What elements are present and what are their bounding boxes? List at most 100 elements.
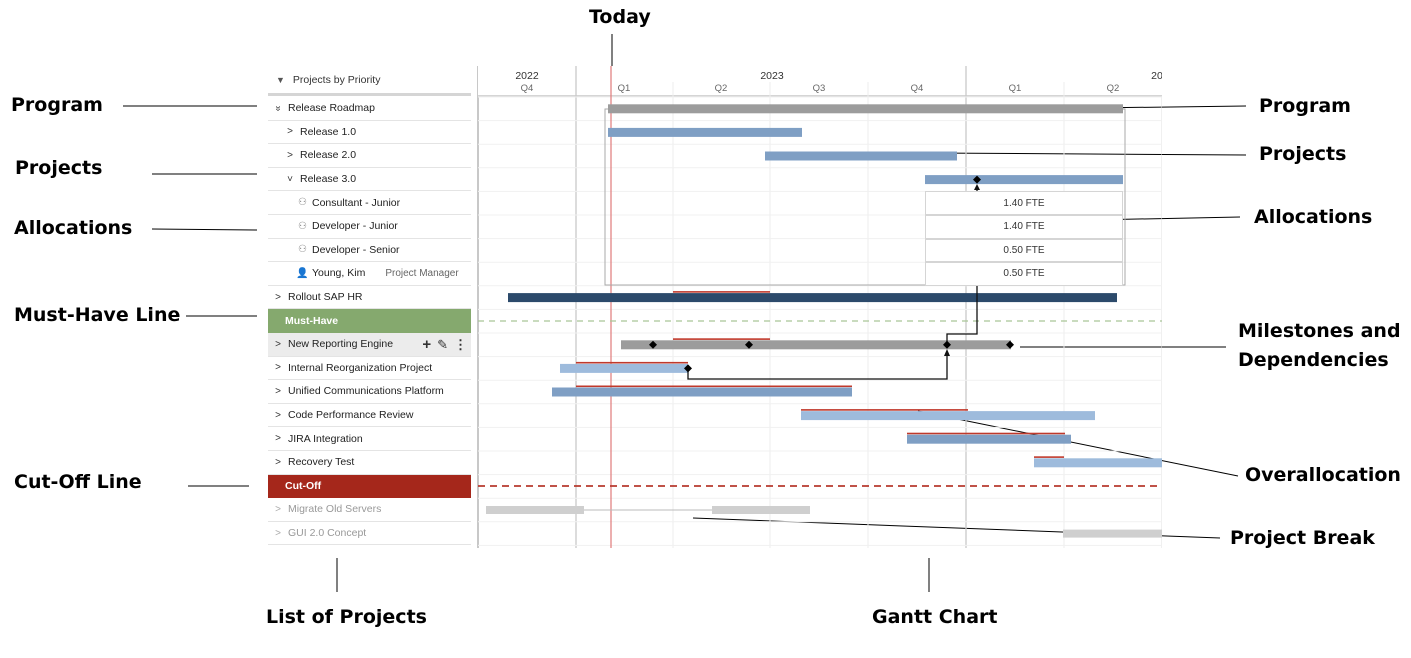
- list-item[interactable]: > Release 1.0: [268, 121, 471, 145]
- chevron-right-icon[interactable]: >: [275, 503, 281, 515]
- kebab-menu-icon[interactable]: ⋮: [454, 336, 467, 352]
- list-item-label: Recovery Test: [288, 456, 355, 469]
- must-have-row[interactable]: Must-Have: [268, 309, 471, 333]
- list-item[interactable]: > GUI 2.0 Concept: [268, 522, 471, 546]
- annotation-milestones-line2: Dependencies: [1238, 349, 1389, 371]
- overallocation-marker: [1034, 456, 1064, 458]
- annotation-cut-off-line: Cut-Off Line: [14, 471, 142, 493]
- list-item-label: Rollout SAP HR: [288, 291, 363, 304]
- project-list-header[interactable]: ▼ Projects by Priority: [268, 66, 471, 96]
- list-item-label: JIRA Integration: [288, 432, 363, 445]
- list-item[interactable]: ⚇ Developer - Senior: [268, 239, 471, 263]
- list-item-label: Release 2.0: [300, 149, 357, 162]
- quarter-label: Q2: [1107, 83, 1120, 94]
- annotation-projects-right: Projects: [1259, 143, 1347, 165]
- planning-panel: ▼ Projects by Priority » Release Roadmap >…: [268, 66, 1162, 548]
- quarter-label: Q4: [521, 83, 534, 94]
- project-bar-release-1: [608, 127, 802, 137]
- list-item[interactable]: > New Reporting Engine + ✎ ⋮: [268, 333, 471, 357]
- list-item[interactable]: ˅ Release 3.0: [268, 168, 471, 192]
- allocation-value[interactable]: 1.40 FTE: [925, 191, 1123, 215]
- double-chevron-down-icon[interactable]: »: [272, 105, 284, 112]
- diamond-icon: [1006, 340, 1014, 349]
- dependency-line: [946, 285, 978, 345]
- list-item-label: Must-Have: [285, 315, 339, 328]
- dependency-arrow: [944, 349, 950, 356]
- allocation-value[interactable]: 0.50 FTE: [925, 238, 1123, 263]
- quarter-label: Q3: [813, 83, 826, 94]
- project-bar-new-reporting-engine: [621, 340, 1011, 350]
- project-bar-code-performance-review: [801, 411, 1095, 421]
- list-item-label: Unified Communications Platform: [288, 385, 444, 398]
- triangle-down-icon[interactable]: ▼: [276, 74, 285, 85]
- leader-allocations-left: [151, 228, 258, 231]
- list-item[interactable]: ⚇ Consultant - Junior: [268, 191, 471, 215]
- chevron-right-icon[interactable]: >: [275, 291, 281, 303]
- overallocation-marker: [673, 338, 770, 340]
- list-item-label: Release Roadmap: [288, 102, 375, 115]
- annotation-today: Today: [589, 6, 651, 28]
- list-item-label: Release 1.0: [300, 125, 357, 138]
- allocation-value[interactable]: 1.40 FTE: [925, 215, 1123, 239]
- program-bar-release-roadmap: [608, 104, 1123, 114]
- list-item[interactable]: > Recovery Test: [268, 451, 471, 475]
- quarter-label: Q1: [1009, 83, 1022, 94]
- allocation-value[interactable]: 0.50 FTE: [925, 262, 1123, 286]
- list-item[interactable]: 👤 Young, Kim Project Manager: [268, 262, 471, 286]
- plus-icon[interactable]: +: [422, 336, 432, 353]
- gantt-svg: 2022 2023 20 Q4 Q1 Q2 Q3 Q4 Q1 Q2: [478, 66, 1162, 548]
- pencil-icon[interactable]: ✎: [437, 336, 448, 352]
- panel-splitter[interactable]: [477, 66, 479, 548]
- list-item-label: Cut-Off: [285, 480, 322, 493]
- project-bar-migrate-old-servers-part1: [486, 506, 584, 514]
- chevron-right-icon[interactable]: >: [275, 456, 281, 468]
- chevron-right-icon[interactable]: >: [275, 385, 281, 397]
- year-label: 20: [1151, 70, 1162, 82]
- project-bar-gui-concept: [1063, 529, 1162, 538]
- list-item[interactable]: > Code Performance Review: [268, 404, 471, 428]
- project-bar-internal-reorganization: [560, 363, 688, 373]
- timeline-header: [478, 66, 1162, 96]
- person-outline-icon: ⚇: [298, 244, 307, 256]
- chevron-right-icon[interactable]: >: [275, 527, 281, 539]
- chevron-right-icon[interactable]: >: [287, 149, 293, 161]
- chevron-right-icon[interactable]: >: [275, 362, 281, 374]
- list-item-label: Young, Kim: [312, 267, 366, 280]
- chevron-right-icon[interactable]: >: [275, 409, 281, 421]
- list-item-label: GUI 2.0 Concept: [288, 527, 367, 540]
- project-list-header-label: Projects by Priority: [292, 73, 381, 86]
- list-item-label: Release 3.0: [300, 173, 357, 186]
- list-item[interactable]: > Migrate Old Servers: [268, 498, 471, 522]
- list-item[interactable]: > JIRA Integration: [268, 427, 471, 451]
- list-item-label: Internal Reorganization Project: [288, 361, 433, 374]
- project-bar-recovery-test: [1034, 458, 1162, 468]
- list-item[interactable]: > Rollout SAP HR: [268, 286, 471, 310]
- annotation-overallocation: Overallocation: [1245, 464, 1401, 486]
- overallocation-marker: [576, 361, 688, 364]
- dependency-arrow: [974, 184, 980, 190]
- list-item[interactable]: > Internal Reorganization Project: [268, 357, 471, 381]
- list-item[interactable]: ⚇ Developer - Junior: [268, 215, 471, 239]
- person-outline-icon: ⚇: [298, 220, 307, 232]
- project-bar-jira-integration: [907, 434, 1071, 444]
- list-item[interactable]: » Release Roadmap: [268, 97, 471, 121]
- cut-off-row[interactable]: Cut-Off: [268, 474, 471, 499]
- project-bar-rollout-sap-hr: [508, 293, 1117, 303]
- list-item[interactable]: > Release 2.0: [268, 144, 471, 168]
- overallocation-marker: [576, 385, 852, 388]
- diamond-icon: [684, 364, 692, 373]
- annotation-program-left: Program: [11, 94, 103, 116]
- quarter-label: Q4: [911, 83, 924, 94]
- chevron-down-icon[interactable]: ˅: [287, 173, 293, 185]
- project-bar-release-2: [765, 151, 957, 161]
- person-filled-icon: 👤: [296, 267, 309, 279]
- annotation-milestones-line1: Milestones and: [1238, 320, 1401, 342]
- list-item-label: Developer - Junior: [312, 220, 398, 233]
- chevron-right-icon[interactable]: >: [275, 338, 281, 350]
- chevron-right-icon[interactable]: >: [287, 126, 293, 138]
- chevron-right-icon[interactable]: >: [275, 433, 281, 445]
- diamond-icon: [745, 340, 753, 349]
- list-item[interactable]: > Unified Communications Platform: [268, 380, 471, 404]
- diamond-icon: [649, 340, 657, 349]
- annotation-program-right: Program: [1259, 95, 1351, 117]
